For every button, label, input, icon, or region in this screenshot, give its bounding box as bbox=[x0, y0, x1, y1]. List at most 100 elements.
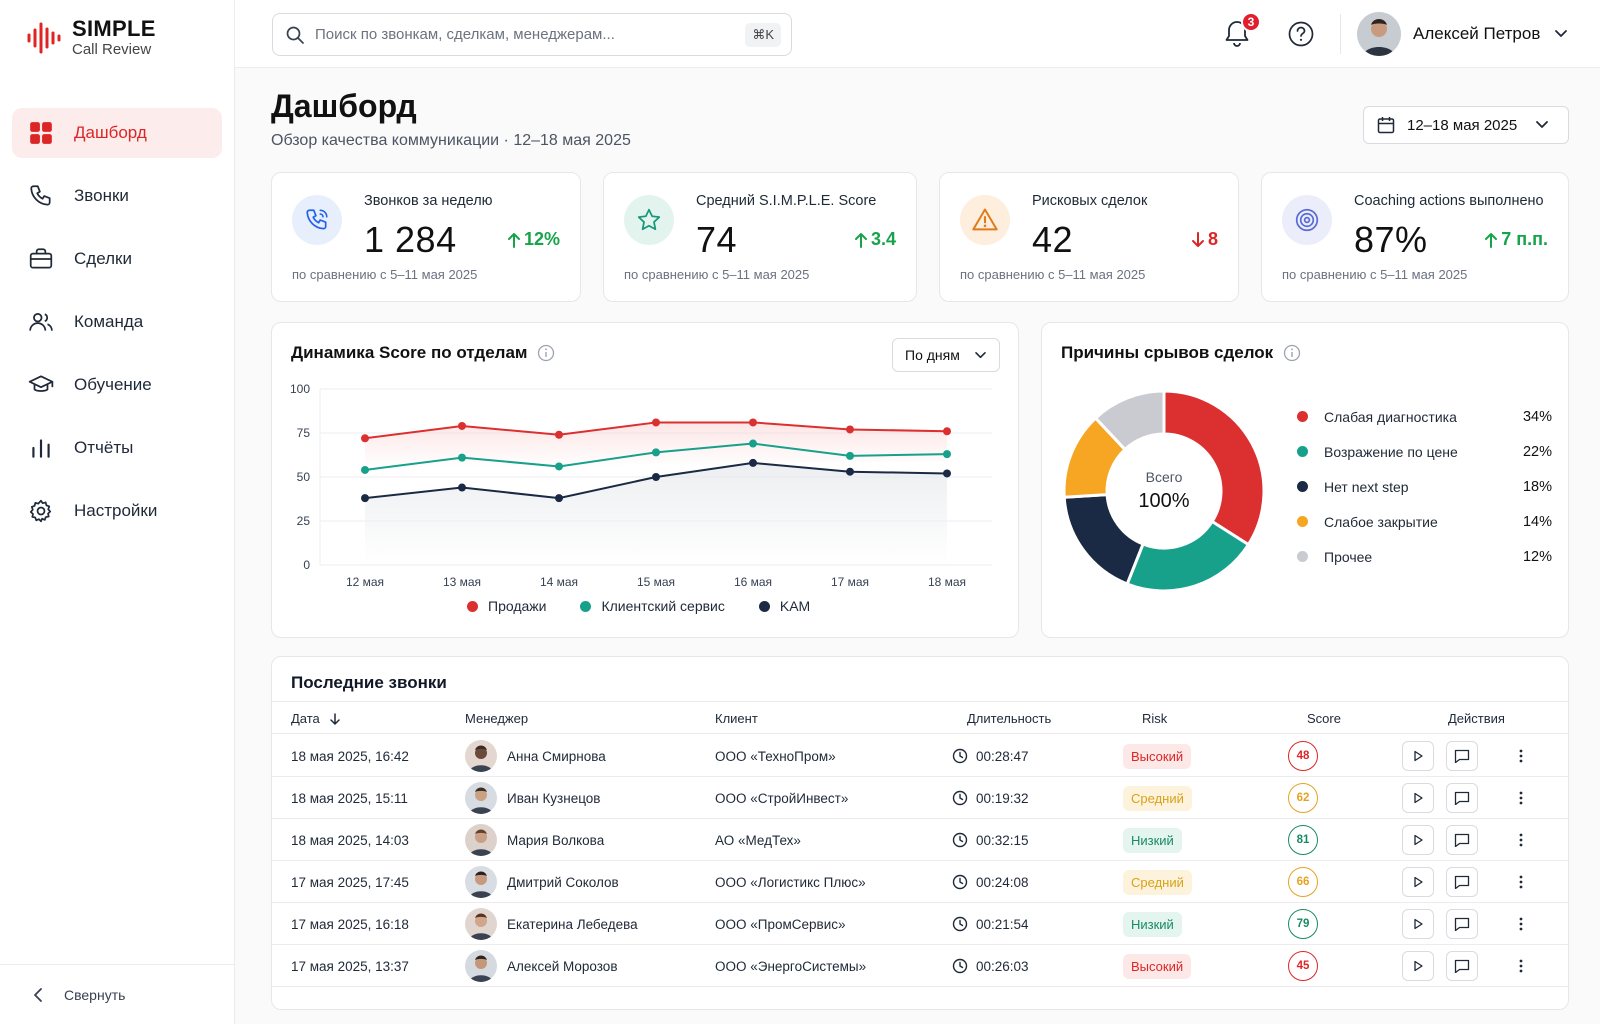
kpi-value: 42 bbox=[1032, 219, 1074, 260]
legend-item: Клиентский сервис bbox=[580, 598, 725, 614]
sidebar-item-settings[interactable]: Настройки bbox=[12, 486, 222, 536]
sidebar-item-calls[interactable]: Звонки bbox=[12, 171, 222, 221]
sidebar-item-dashboard[interactable]: Дашборд bbox=[12, 108, 222, 158]
kpi-card-risk[interactable]: Рисковых сделок 42 8 по сравнению с 5–11… bbox=[939, 172, 1239, 302]
play-button[interactable] bbox=[1402, 909, 1434, 939]
cell-duration: 00:21:54 bbox=[952, 903, 1029, 945]
table-row[interactable]: 17 мая 2025, 17:45 Дмитрий Соколов ООО «… bbox=[272, 861, 1568, 903]
cell-score: 45 bbox=[1288, 945, 1318, 987]
collapse-label: Свернуть bbox=[64, 986, 126, 1003]
sidebar-item-reports[interactable]: Отчёты bbox=[12, 423, 222, 473]
sidebar-item-label: Звонки bbox=[74, 186, 129, 205]
sidebar-item-label: Настройки bbox=[74, 501, 158, 520]
logo[interactable]: SIMPLE Call Review bbox=[26, 18, 156, 57]
duration-value: 00:24:08 bbox=[976, 874, 1029, 890]
comment-button[interactable] bbox=[1446, 867, 1478, 897]
kpi-card-coaching[interactable]: Coaching actions выполнено 87% 7 п.п. по… bbox=[1261, 172, 1569, 302]
kpi-card-score[interactable]: Средний S.I.M.P.L.E. Score 74 3.4 по сра… bbox=[603, 172, 917, 302]
kpi-card-calls[interactable]: Звонков за неделю 1 284 12% по сравнению… bbox=[271, 172, 581, 302]
legend-value: 34% bbox=[1522, 408, 1552, 425]
cell-client: АО «МедТех» bbox=[715, 832, 801, 848]
legend-value: 12% bbox=[1522, 548, 1552, 565]
warning-icon bbox=[972, 208, 998, 231]
column-score: Score bbox=[1307, 711, 1341, 726]
comment-button[interactable] bbox=[1446, 741, 1478, 771]
donut-legend: Слабая диагностика 34% Возражение по цене… bbox=[1297, 399, 1552, 574]
legend-item: KAM bbox=[758, 598, 810, 614]
recent-calls-table: Последние звонки Дата Менеджер Клиент Дл… bbox=[271, 656, 1569, 1010]
help-icon[interactable] bbox=[1287, 20, 1315, 48]
cell-actions bbox=[1402, 861, 1530, 903]
legend-dot bbox=[1297, 481, 1308, 492]
deal-loss-panel: Причины срывов сделок Всего 100% Слабая д… bbox=[1041, 322, 1569, 638]
soundwave-logo-icon bbox=[27, 22, 61, 53]
collapse-sidebar-button[interactable]: Свернуть bbox=[0, 964, 235, 1024]
play-button[interactable] bbox=[1402, 741, 1434, 771]
table-row[interactable]: 18 мая 2025, 15:11 Иван Кузнецов ООО «Ст… bbox=[272, 777, 1568, 819]
donut-slice[interactable] bbox=[1062, 492, 1145, 586]
sidebar-item-deals[interactable]: Сделки bbox=[12, 234, 222, 284]
user-menu[interactable]: Алексей Петров bbox=[1357, 12, 1568, 56]
table-row[interactable]: 17 мая 2025, 16:18 Екатерина Лебедева ОО… bbox=[272, 903, 1568, 945]
play-button[interactable] bbox=[1402, 951, 1434, 981]
play-button[interactable] bbox=[1402, 825, 1434, 855]
play-icon bbox=[1414, 792, 1423, 804]
panel-title: Динамика Score по отделам bbox=[291, 343, 555, 363]
clock-icon bbox=[952, 832, 968, 848]
comment-button[interactable] bbox=[1446, 951, 1478, 981]
table-row[interactable]: 18 мая 2025, 16:42 Анна Смирнова ООО «Те… bbox=[272, 735, 1568, 777]
more-button[interactable] bbox=[1512, 791, 1530, 805]
info-icon[interactable] bbox=[537, 344, 555, 362]
period-select[interactable]: По дням bbox=[892, 338, 1000, 372]
kpi-compare: по сравнению с 5–11 мая 2025 bbox=[960, 267, 1146, 282]
phone-icon bbox=[306, 209, 328, 230]
more-button[interactable] bbox=[1512, 917, 1530, 931]
sidebar-item-team[interactable]: Команда bbox=[12, 297, 222, 347]
more-button[interactable] bbox=[1512, 959, 1530, 973]
legend-label: Слабое закрытие bbox=[1324, 513, 1438, 530]
table-header: Дата Менеджер Клиент Длительность Risk S… bbox=[272, 701, 1568, 734]
data-point bbox=[555, 430, 563, 439]
table-title: Последние звонки bbox=[291, 673, 447, 692]
x-tick-label: 12 мая bbox=[346, 575, 384, 589]
more-button[interactable] bbox=[1512, 749, 1530, 763]
sidebar-item-training[interactable]: Обучение bbox=[12, 360, 222, 410]
more-button[interactable] bbox=[1512, 875, 1530, 889]
more-vertical-icon bbox=[1519, 875, 1523, 889]
data-point bbox=[749, 418, 757, 427]
arrow-up-icon bbox=[854, 232, 867, 248]
donut-slice[interactable] bbox=[1093, 389, 1166, 452]
cell-manager: Анна Смирнова bbox=[465, 735, 606, 777]
comment-button[interactable] bbox=[1446, 909, 1478, 939]
x-tick-label: 13 мая bbox=[443, 575, 481, 589]
cell-actions bbox=[1402, 777, 1530, 819]
cell-manager: Мария Волкова bbox=[465, 819, 604, 861]
cell-client: ООО «Логистикс Плюс» bbox=[715, 874, 866, 890]
donut-slice[interactable] bbox=[1125, 519, 1251, 593]
data-point bbox=[361, 465, 369, 474]
comment-button[interactable] bbox=[1446, 783, 1478, 813]
score-badge: 45 bbox=[1288, 951, 1318, 981]
cell-risk: Средний bbox=[1123, 777, 1192, 819]
info-icon[interactable] bbox=[1283, 344, 1301, 362]
column-date[interactable]: Дата bbox=[291, 711, 342, 726]
play-button[interactable] bbox=[1402, 783, 1434, 813]
table-row[interactable]: 18 мая 2025, 14:03 Мария Волкова АО «Мед… bbox=[272, 819, 1568, 861]
avatar bbox=[1357, 12, 1401, 56]
play-button[interactable] bbox=[1402, 867, 1434, 897]
cell-risk: Высокий bbox=[1123, 735, 1192, 777]
comment-button[interactable] bbox=[1446, 825, 1478, 855]
date-range-picker[interactable]: 12–18 мая 2025 bbox=[1363, 106, 1569, 144]
search-input[interactable] bbox=[315, 26, 735, 43]
column-risk: Risk bbox=[1142, 711, 1167, 726]
table-row[interactable]: 17 мая 2025, 13:37 Алексей Морозов ООО «… bbox=[272, 945, 1568, 987]
data-point bbox=[555, 494, 563, 503]
cell-duration: 00:19:32 bbox=[952, 777, 1029, 819]
x-tick-label: 14 мая bbox=[540, 575, 578, 589]
area-fill bbox=[365, 462, 947, 565]
search-box[interactable]: ⌘K bbox=[272, 13, 792, 56]
page-title: Дашборд bbox=[271, 88, 417, 124]
more-button[interactable] bbox=[1512, 833, 1530, 847]
donut-slice[interactable] bbox=[1162, 389, 1266, 547]
chart-legend: Продажи Клиентский сервис KAM bbox=[467, 598, 844, 614]
